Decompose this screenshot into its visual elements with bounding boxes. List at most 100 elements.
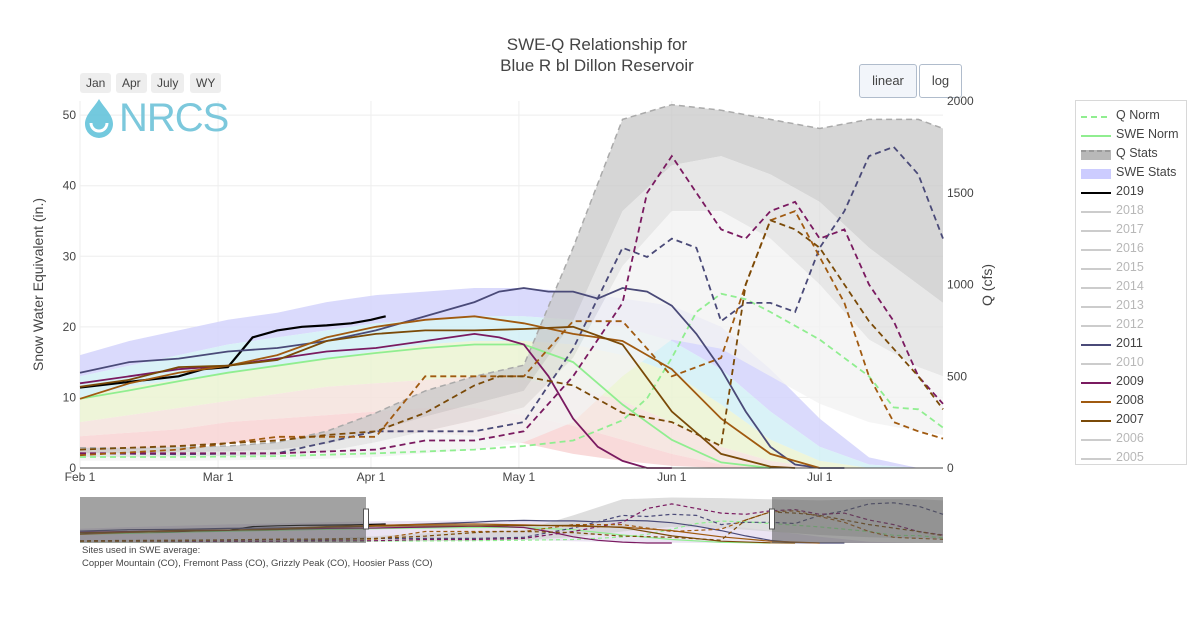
legend-swatch-band [1081,169,1111,179]
legend-swatch [1081,287,1111,289]
x-tick-label: Apr 1 [357,470,386,484]
navigator-mask-left [80,497,366,543]
legend-item-2019[interactable]: 2019 [1076,183,1186,202]
legend-swatch-band [1081,150,1111,160]
legend-label: Q Stats [1116,146,1158,160]
range-button-jan[interactable]: Jan [80,73,112,93]
legend-swatch [1081,192,1111,194]
series-2011-q-line [79,145,944,456]
x-tick-label: Jul 1 [807,470,833,484]
legend-swatch [1081,135,1111,137]
x-tick-label: Jun 1 [657,470,687,484]
y-left-axis-title: Snow Water Equivalent (in.) [30,198,46,371]
y-left-tick-label: 10 [63,390,77,404]
legend-item-2007[interactable]: 2007 [1076,411,1186,430]
y-right-tick-label: 1000 [947,278,974,292]
q-stats-band-upper [80,104,943,454]
y-left-tick-label: 50 [63,108,77,122]
legend-item-2005[interactable]: 2005 [1076,449,1186,468]
legend-item-2014[interactable]: 2014 [1076,278,1186,297]
legend-item-q-norm[interactable]: Q Norm [1076,107,1186,126]
series-2007-q-line [79,219,944,451]
y-left-tick-label: 40 [63,179,77,193]
y-right-tick-label: 0 [947,461,954,475]
log-scale-button[interactable]: log [919,64,962,98]
legend-label: SWE Norm [1116,127,1179,141]
series-q-norm-line [80,292,944,458]
legend-swatch [1081,116,1111,118]
legend-label: 2008 [1116,393,1144,407]
legend-item-2008[interactable]: 2008 [1076,392,1186,411]
series-2009-q-line [80,154,944,455]
range-button-july[interactable]: July [151,73,185,93]
legend-label: 2016 [1116,241,1144,255]
legend-swatch [1081,325,1111,327]
legend-item-2017[interactable]: 2017 [1076,221,1186,240]
chart-title-line2: Blue R bl Dillon Reservoir [500,56,694,75]
legend-swatch [1081,306,1111,308]
legend-swatch [1081,382,1111,384]
legend-item-2011[interactable]: 2011 [1076,335,1186,354]
legend-item-2012[interactable]: 2012 [1076,316,1186,335]
series-2007-line [79,325,796,469]
legend-label: 2010 [1116,355,1144,369]
legend-label: 2014 [1116,279,1144,293]
q-stats-max-line [80,103,944,449]
legend-item-2013[interactable]: 2013 [1076,297,1186,316]
range-button-apr[interactable]: Apr [116,73,147,93]
legend-swatch [1081,458,1111,460]
navigator-right-handle[interactable] [769,508,775,530]
legend-item-q-stats[interactable]: Q Stats [1076,145,1186,164]
y-left-tick-label: 0 [69,461,76,475]
legend-swatch [1081,249,1111,251]
range-button-wy[interactable]: WY [190,73,222,93]
navigator-left-handle[interactable] [363,508,369,530]
legend-item-2009[interactable]: 2009 [1076,373,1186,392]
legend-swatch [1081,230,1111,232]
legend-label: SWE Stats [1116,165,1177,179]
swe-stats-band-upper [80,316,943,468]
legend-label: 2019 [1116,184,1144,198]
y-right-axis-title: Q (cfs) [979,264,995,306]
navigator-mask-right [772,497,943,543]
range-navigator[interactable] [79,497,944,544]
x-tick-label: Mar 1 [203,470,234,484]
legend-item-2015[interactable]: 2015 [1076,259,1186,278]
legend-label: 2007 [1116,412,1144,426]
legend-label: 2011 [1116,336,1143,350]
linear-scale-button[interactable]: linear [859,64,917,98]
legend-label: 2015 [1116,260,1144,274]
legend-item-2010[interactable]: 2010 [1076,354,1186,373]
y-right-tick-label: 500 [947,369,967,383]
legend-item-swe-norm[interactable]: SWE Norm [1076,126,1186,145]
legend-item-2018[interactable]: 2018 [1076,202,1186,221]
sites-note-list: Copper Mountain (CO), Fremont Pass (CO),… [82,558,433,569]
legend-label: Q Norm [1116,108,1160,122]
legend: Q Norm SWE Norm Q Stats SWE Stats 2019 2018 20… [1075,100,1187,465]
swe-stats-band-middle [80,341,943,468]
legend-swatch [1081,169,1111,179]
legend-swatch [1081,401,1111,403]
q-stats-band-mid [80,156,943,457]
x-tick-label: May 1 [503,470,536,484]
legend-label: 2006 [1116,431,1144,445]
legend-label: 2013 [1116,298,1144,312]
series-2008-q-line [79,209,944,457]
legend-label: 2009 [1116,374,1144,388]
legend-item-2016[interactable]: 2016 [1076,240,1186,259]
legend-swatch [1081,363,1111,365]
legend-item-swe-stats[interactable]: SWE Stats [1076,164,1186,183]
series-swe-norm-line [79,343,771,469]
sites-note: Sites used in SWE average: Copper Mounta… [82,544,433,570]
legend-label: 2005 [1116,450,1144,464]
y-left-tick-label: 20 [63,320,77,334]
legend-item-2006[interactable]: 2006 [1076,430,1186,449]
series-2019-line [79,315,386,389]
q-stats-band-lower [80,211,943,461]
sites-note-heading: Sites used in SWE average: [82,545,201,556]
legend-swatch [1081,439,1111,441]
y-right-tick-label: 1500 [947,186,974,200]
chart-title-line1: SWE-Q Relationship for [506,35,688,54]
